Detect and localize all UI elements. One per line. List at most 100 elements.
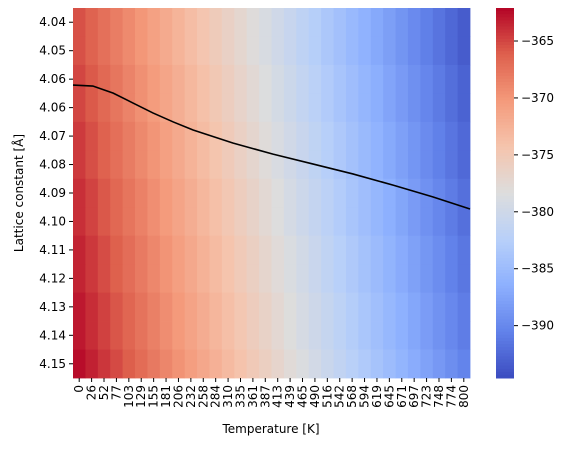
heatmap-cell <box>432 292 446 322</box>
heatmap-cell <box>221 178 235 208</box>
heatmap-cell <box>110 235 124 265</box>
heatmap-cell <box>110 292 124 322</box>
heatmap-cell <box>159 235 173 265</box>
heatmap-cell <box>246 207 260 237</box>
heatmap-cell <box>184 150 198 180</box>
heatmap-cell <box>333 349 347 379</box>
heatmap-cell <box>234 150 248 180</box>
colorbar-segment <box>496 325 514 330</box>
heatmap-cell <box>85 178 99 208</box>
heatmap-cell <box>209 150 223 180</box>
heatmap-cell <box>197 8 210 37</box>
heatmap-cell <box>147 178 161 208</box>
heatmap-cell <box>321 93 334 123</box>
heatmap-cell <box>259 349 272 379</box>
heatmap-cell <box>407 292 421 322</box>
heatmap-cell <box>296 321 310 350</box>
colorbar-segment <box>496 310 514 314</box>
colorbar-segment <box>496 334 514 339</box>
colorbar-segment <box>496 245 514 249</box>
heatmap-cell <box>445 178 458 208</box>
colorbar-segment <box>496 344 514 348</box>
heatmap-cell <box>234 349 248 379</box>
heatmap-cell <box>296 178 310 208</box>
colorbar-tick-label: −365 <box>521 34 554 48</box>
heatmap-cell <box>457 235 471 265</box>
heatmap-cell <box>122 292 136 322</box>
heatmap-cell <box>333 321 347 350</box>
heatmap-cell <box>283 235 297 265</box>
heatmap-cell <box>308 264 322 294</box>
heatmap-cell <box>122 64 136 94</box>
heatmap-cell <box>221 36 235 66</box>
heatmap-cell <box>383 8 396 37</box>
heatmap-cell <box>209 349 223 379</box>
heatmap-cell <box>221 64 235 94</box>
heatmap-cell <box>383 264 396 294</box>
x-tick-label: 181 <box>159 385 173 408</box>
heatmap-cell <box>321 349 334 379</box>
colorbar-segment <box>496 282 514 286</box>
line <box>72 84 471 210</box>
heatmap-cell <box>97 321 111 350</box>
heatmap-cell <box>333 8 347 37</box>
heatmap-cell <box>85 8 99 37</box>
heatmap-cell <box>147 264 161 294</box>
heatmap-cell <box>370 264 384 294</box>
heatmap-cell <box>395 64 409 94</box>
y-tick-label: 4.13 <box>39 300 66 314</box>
heatmap-cell <box>234 292 248 322</box>
colorbar-segment <box>496 69 514 74</box>
colorbar-segment <box>496 66 514 71</box>
heatmap-cell <box>383 121 396 151</box>
heatmap-cell <box>259 36 272 66</box>
colorbar-segment <box>496 134 514 138</box>
heatmap-cell <box>246 178 260 208</box>
heatmap-cell <box>370 36 384 66</box>
heatmap-cell <box>407 121 421 151</box>
heatmap-cell <box>271 292 285 322</box>
colorbar-segment <box>496 196 514 200</box>
x-tick-label: 516 <box>320 385 334 408</box>
heatmap-cell <box>383 150 396 180</box>
heatmap-cell <box>345 93 359 123</box>
colorbar-segment <box>496 131 514 135</box>
heatmap-cell <box>135 292 148 322</box>
heatmap-cell <box>383 93 396 123</box>
heatmap-cell <box>283 8 297 37</box>
heatmap-cell <box>259 264 272 294</box>
heatmap-cell <box>73 207 86 237</box>
colorbar-segment <box>496 32 514 37</box>
colorbar-segment <box>496 211 514 216</box>
colorbar-segment <box>496 152 514 157</box>
heatmap-cell <box>271 264 285 294</box>
heatmap-cell <box>122 8 136 37</box>
heatmap-cell <box>159 207 173 237</box>
heatmap-cell <box>221 264 235 294</box>
heatmap-cell <box>172 121 186 151</box>
heatmap-cell <box>395 207 409 237</box>
heatmap-cell <box>420 292 434 322</box>
heatmap-cell <box>234 64 248 94</box>
heatmap-cell <box>184 292 198 322</box>
heatmap-cell <box>333 93 347 123</box>
heatmap-cell <box>283 36 297 66</box>
colorbar-segment <box>496 60 514 64</box>
heatmap-cell <box>147 207 161 237</box>
colorbar-segment <box>496 162 514 166</box>
heatmap-cell <box>321 8 334 37</box>
heatmap-cell <box>85 150 99 180</box>
heatmap-cell <box>147 150 161 180</box>
heatmap-cell <box>197 93 210 123</box>
colorbar-segment <box>496 26 514 31</box>
y-tick-label: 4.09 <box>39 186 66 200</box>
colorbar-segment <box>496 291 514 296</box>
x-tick-label: 335 <box>233 385 247 408</box>
heatmap-cell <box>321 321 334 350</box>
colorbar-segment <box>496 140 514 145</box>
heatmap-cell <box>321 264 334 294</box>
heatmap-cell <box>407 235 421 265</box>
colorbar-segment <box>496 300 514 305</box>
heatmap-cell <box>358 150 372 180</box>
heatmap-cell <box>85 235 99 265</box>
